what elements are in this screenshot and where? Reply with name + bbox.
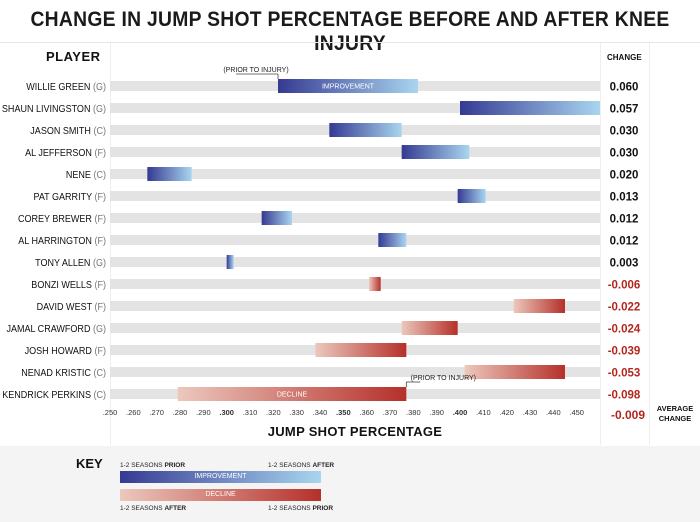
change-value: -0.006 — [608, 280, 641, 292]
improvement-bar — [278, 79, 418, 93]
x-tick-label: .340 — [313, 408, 328, 417]
row-background — [110, 191, 600, 201]
x-tick-label: .280 — [173, 408, 188, 417]
bar-annotation: IMPROVEMENT — [322, 84, 375, 91]
row-background — [110, 169, 600, 179]
improvement-bar — [401, 145, 470, 159]
row-background — [110, 103, 600, 113]
player-name-label: KENDRICK PERKINS (C) — [2, 389, 106, 401]
change-value: -0.053 — [608, 368, 641, 380]
player-name-label: COREY BREWER (F) — [18, 213, 106, 225]
change-value: -0.039 — [608, 346, 641, 358]
row-background — [110, 257, 600, 267]
x-tick-label: .250 — [103, 408, 118, 417]
row-background — [110, 367, 600, 377]
x-tick-label: .380 — [406, 408, 421, 417]
player-name-label: WILLIE GREEN (G) — [26, 81, 106, 93]
row-background — [110, 235, 600, 245]
row-background — [110, 147, 600, 157]
row-background — [110, 301, 600, 311]
row-background — [110, 279, 600, 289]
change-value: -0.022 — [608, 302, 641, 314]
player-name-label: SHAUN LIVINGSTON (G) — [2, 103, 106, 115]
x-tick-label: .450 — [569, 408, 584, 417]
average-change-label: AVERAGE CHANGE — [656, 404, 694, 423]
chart-title: CHANGE IN JUMP SHOT PERCENTAGE BEFORE AN… — [30, 8, 670, 55]
x-tick-label: .300 — [219, 408, 234, 417]
x-tick-label: .320 — [266, 408, 281, 417]
legend-improvement-swatch: IMPROVEMENT — [120, 471, 321, 483]
callout-label: (PRIOR TO INJURY) — [411, 375, 476, 382]
player-name-label: JASON SMITH (C) — [30, 125, 106, 137]
legend-improvement-start-label: 1-2 SEASONS PRIOR — [120, 462, 186, 469]
x-tick-label: .420 — [499, 408, 514, 417]
change-value: 0.060 — [610, 82, 639, 94]
improvement-bar — [460, 101, 600, 115]
column-divider-change — [649, 43, 650, 445]
player-name-label: BONZI WELLS (F) — [31, 279, 106, 291]
column-divider-right — [600, 43, 601, 445]
x-tick-label: .370 — [383, 408, 398, 417]
player-name-label: PAT GARRITY (F) — [33, 191, 106, 203]
change-value: 0.057 — [610, 104, 639, 116]
change-column-header: CHANGE — [607, 53, 642, 62]
x-tick-label: .440 — [546, 408, 561, 417]
improvement-bar — [261, 211, 292, 225]
change-value: 0.020 — [610, 170, 639, 182]
player-name-label: TONY ALLEN (G) — [35, 257, 106, 269]
player-name-label: DAVID WEST (F) — [37, 301, 106, 313]
x-tick-label: .260 — [126, 408, 141, 417]
legend-decline-end-label: 1-2 SEASONS PRIOR — [268, 505, 334, 512]
player-name-label: JOSH HOWARD (F) — [25, 345, 106, 357]
decline-bar — [315, 343, 407, 357]
player-name-label: NENAD KRISTIC (C) — [21, 367, 106, 379]
x-axis-title: JUMP SHOT PERCENTAGE — [267, 424, 443, 439]
decline-bar — [177, 387, 407, 401]
improvement-bar — [147, 167, 192, 181]
change-value: 0.012 — [610, 214, 639, 226]
x-tick-label: .390 — [429, 408, 444, 417]
change-value: 0.013 — [610, 192, 639, 204]
change-value: 0.003 — [610, 258, 639, 270]
change-value: 0.030 — [610, 126, 639, 138]
legend-panel — [0, 446, 700, 522]
x-tick-label: .400 — [453, 408, 468, 417]
decline-bar — [401, 321, 458, 335]
change-value: 0.012 — [610, 236, 639, 248]
decline-bar — [513, 299, 565, 313]
x-tick-label: .410 — [476, 408, 491, 417]
player-name-label: AL HARRINGTON (F) — [18, 235, 106, 247]
x-tick-label: .290 — [196, 408, 211, 417]
legend-decline-start-label: 1-2 SEASONS AFTER — [120, 505, 187, 512]
x-tick-label: .350 — [336, 408, 351, 417]
change-value: -0.098 — [608, 390, 641, 402]
player-name-label: JAMAL CRAWFORD (G) — [6, 323, 106, 335]
x-tick-label: .360 — [359, 408, 374, 417]
change-value: 0.030 — [610, 148, 639, 160]
change-value: -0.024 — [608, 324, 641, 336]
decline-bar — [464, 365, 565, 379]
x-tick-label: .270 — [149, 408, 164, 417]
bar-annotation: DECLINE — [277, 392, 308, 399]
legend-decline-swatch: DECLINE — [120, 489, 321, 501]
player-name-label: AL JEFFERSON (F) — [25, 147, 106, 159]
row-background — [110, 213, 600, 223]
improvement-bar — [226, 255, 234, 269]
average-change-value: -0.009 — [611, 408, 646, 422]
improvement-bar — [457, 189, 486, 203]
row-background — [110, 323, 600, 333]
player-column-header: PLAYER — [46, 49, 101, 64]
improvement-bar — [329, 123, 402, 137]
callout-label: (PRIOR TO INJURY) — [223, 67, 288, 74]
legend-title: KEY — [76, 456, 103, 471]
legend-improvement-end-label: 1-2 SEASONS AFTER — [268, 462, 335, 469]
improvement-bar — [378, 233, 407, 247]
player-name-label: NENE (C) — [66, 169, 106, 181]
range-bar-chart: WILLIE GREEN (G) 0.060 SHAUN LIVINGSTON (G… — [2, 67, 641, 417]
x-tick-label: .430 — [523, 408, 538, 417]
decline-bar — [369, 277, 381, 291]
header-divider — [0, 42, 700, 43]
x-tick-label: .310 — [243, 408, 258, 417]
x-tick-label: .330 — [289, 408, 304, 417]
